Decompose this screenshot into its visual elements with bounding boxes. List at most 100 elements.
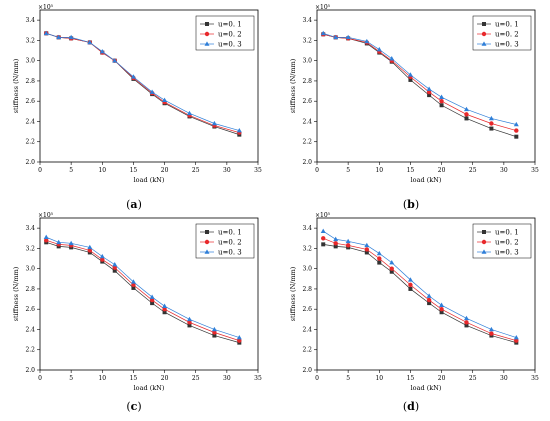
data-point-triangle — [426, 293, 432, 298]
panel-label-part: a — [130, 198, 137, 211]
legend-marker-triangle — [481, 41, 487, 46]
y-tick-label: 2.2 — [302, 347, 312, 354]
y-tick-label: 2.2 — [25, 347, 35, 354]
legend: u=0. 1 u=0. 2 u=0. 3 — [472, 223, 532, 259]
data-point-triangle — [407, 277, 413, 282]
plot-frame — [39, 217, 259, 371]
data-point-triangle — [345, 238, 351, 244]
data-point-square — [321, 242, 326, 247]
data-point-triangle — [513, 334, 519, 340]
panel-label-part: d — [407, 400, 415, 413]
y-tick-label: 3.2 — [25, 245, 35, 252]
data-point-circle — [44, 238, 49, 243]
legend-marker-triangle — [204, 41, 210, 46]
data-point-square — [389, 269, 394, 274]
data-point-triangle — [513, 121, 519, 127]
data-point-circle — [345, 243, 351, 248]
data-point-square — [162, 310, 167, 315]
legend-marker-circle — [204, 31, 210, 37]
chart-panel-4: 0 5 10 15 20 25 30 35 2.0 2.2 2.4 2.6 2.8 3.0 3.2 3.4×1… — [289, 212, 539, 413]
series-u-0-3 — [43, 234, 242, 340]
data-point-triangle — [56, 239, 62, 245]
data-point-square — [464, 323, 469, 328]
x-axis-label: load (kN) — [134, 384, 165, 392]
data-point-triangle — [333, 236, 339, 242]
legend-marker-square — [482, 230, 486, 234]
data-point-triangle — [68, 34, 74, 40]
series-u-0-3 — [320, 228, 519, 340]
data-point-triangle — [149, 294, 155, 299]
y-tick-label: 2.8 — [302, 78, 312, 85]
data-point-triangle — [488, 115, 494, 121]
panel-label-part: ( — [126, 400, 130, 413]
series-u-0-3 — [320, 30, 519, 127]
x-tick-label: 15 — [407, 375, 415, 382]
data-point-triangle — [463, 106, 469, 112]
data-point-circle — [377, 256, 382, 261]
data-point-triangle — [68, 240, 74, 246]
chart-panel-1: 0 5 10 15 20 25 30 35 2.0 2.2 2.4 2.6 2.8 3.0 3.2 3.4×1… — [12, 4, 262, 211]
data-point-triangle — [463, 315, 469, 321]
y-tick-label: 3.2 — [25, 37, 35, 44]
legend-label: u=0. 1 — [218, 21, 242, 29]
x-tick-label: 30 — [223, 375, 231, 382]
y-tick-label: 2.2 — [302, 139, 312, 146]
legend-marker-circle — [204, 239, 210, 245]
data-point-triangle — [43, 234, 49, 240]
y-tick-label: 2.0 — [25, 159, 35, 166]
series-line — [46, 236, 240, 338]
data-point-circle — [321, 236, 326, 241]
plot-frame — [316, 217, 536, 371]
data-point-square — [150, 301, 155, 306]
legend-label: u=0. 3 — [495, 41, 519, 49]
data-point-square — [364, 250, 369, 255]
panel-label: (b) — [403, 198, 419, 211]
data-point-square — [427, 301, 432, 306]
x-tick-label: 35 — [531, 375, 539, 382]
legend-label: u=0. 3 — [495, 249, 519, 257]
panel-label-part: ( — [126, 198, 130, 211]
x-tick-label: 15 — [130, 375, 138, 382]
data-point-triangle — [345, 34, 351, 40]
x-tick-label: 35 — [531, 167, 539, 174]
panel-label-part: ) — [137, 400, 141, 413]
y-tick-label: 2.8 — [25, 78, 35, 85]
data-point-triangle — [236, 127, 242, 133]
y-tick-label: 2.4 — [302, 326, 312, 333]
data-point-circle — [333, 241, 338, 246]
legend-marker-circle — [481, 239, 487, 245]
panel-label-part: c — [131, 400, 138, 413]
data-point-square — [408, 77, 413, 82]
data-point-triangle — [186, 316, 192, 322]
data-point-triangle — [364, 38, 370, 44]
data-point-circle — [464, 320, 469, 325]
chart-panel-3: 0 5 10 15 20 25 30 35 2.0 2.2 2.4 2.6 2.8 3.0 3.2 3.4×1… — [12, 212, 262, 413]
panel-label: (c) — [126, 400, 141, 413]
data-point-square — [131, 285, 136, 290]
data-point-circle — [149, 297, 155, 303]
x-tick-label: 25 — [192, 375, 200, 382]
data-point-square — [489, 126, 494, 131]
y-tick-label: 2.6 — [302, 306, 312, 313]
legend-label: u=0. 1 — [218, 229, 242, 237]
series-u-0-2 — [44, 238, 242, 343]
y-axis-label: stiffness (N/mm) — [12, 266, 20, 321]
x-tick-label: 20 — [161, 375, 169, 382]
panel-label-part: b — [407, 198, 415, 211]
x-tick-label: 15 — [130, 167, 138, 174]
x-tick-label: 30 — [500, 375, 508, 382]
legend: u=0. 1 u=0. 2 u=0. 3 — [195, 15, 255, 51]
data-point-circle — [489, 121, 494, 126]
y-tick-label: 2.2 — [25, 139, 35, 146]
data-point-triangle — [112, 58, 118, 63]
y-tick-label: 3.0 — [25, 58, 35, 65]
data-point-triangle — [99, 48, 105, 54]
series-u-0-3 — [43, 30, 242, 133]
data-point-square — [439, 310, 444, 315]
x-axis-label: load (kN) — [134, 176, 165, 184]
x-tick-label: 0 — [38, 375, 42, 382]
x-tick-label: 10 — [375, 375, 383, 382]
panel-label: (a) — [126, 198, 142, 211]
x-tick-label: 5 — [69, 167, 73, 174]
legend-marker-square — [205, 230, 209, 234]
